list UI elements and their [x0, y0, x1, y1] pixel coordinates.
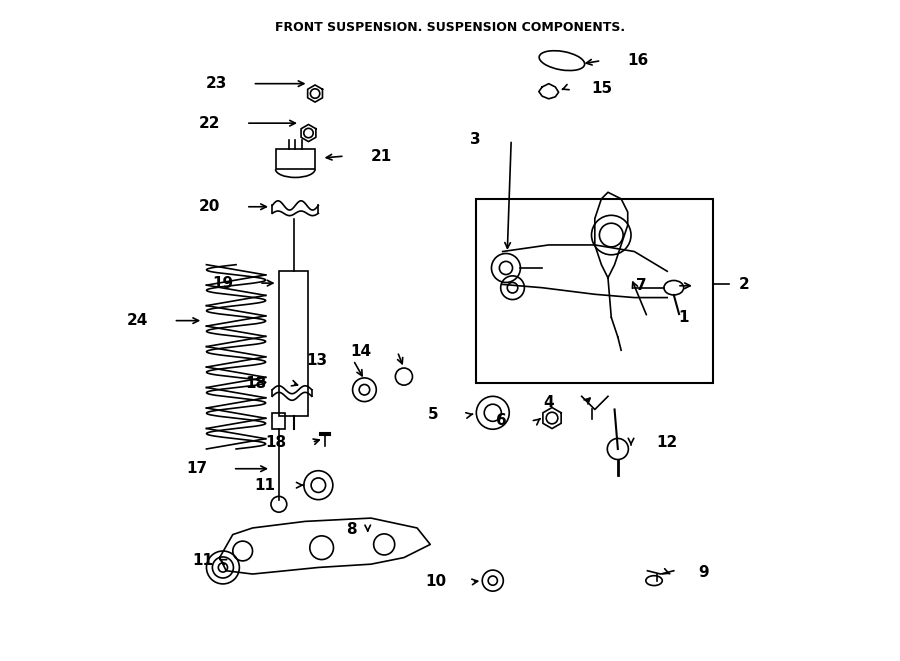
- Text: 1: 1: [679, 310, 688, 325]
- Text: 14: 14: [351, 344, 372, 359]
- Text: 10: 10: [425, 574, 446, 590]
- Text: 18: 18: [246, 375, 266, 391]
- Text: 11: 11: [254, 478, 274, 492]
- Text: 7: 7: [635, 278, 646, 293]
- Text: 24: 24: [127, 313, 148, 328]
- Text: 6: 6: [496, 413, 507, 428]
- Text: 20: 20: [199, 199, 220, 214]
- Text: 2: 2: [739, 277, 750, 292]
- Text: FRONT SUSPENSION. SUSPENSION COMPONENTS.: FRONT SUSPENSION. SUSPENSION COMPONENTS.: [274, 21, 626, 34]
- Bar: [279, 271, 309, 416]
- Text: 22: 22: [199, 116, 220, 131]
- Text: 13: 13: [307, 352, 328, 368]
- Text: 17: 17: [186, 461, 207, 476]
- Text: 16: 16: [627, 53, 648, 68]
- Text: 23: 23: [205, 76, 227, 91]
- Text: 18: 18: [265, 435, 286, 450]
- Text: 19: 19: [212, 276, 233, 291]
- Bar: [273, 412, 285, 429]
- Bar: [275, 149, 315, 169]
- Text: 9: 9: [698, 565, 708, 580]
- Bar: [476, 199, 714, 383]
- Text: 8: 8: [346, 522, 356, 537]
- Text: 12: 12: [657, 435, 678, 450]
- Text: 21: 21: [370, 149, 392, 163]
- Text: 11: 11: [193, 553, 213, 568]
- Text: 4: 4: [544, 395, 554, 410]
- Text: 3: 3: [470, 132, 481, 147]
- Text: 15: 15: [590, 81, 612, 96]
- Text: 5: 5: [428, 407, 439, 422]
